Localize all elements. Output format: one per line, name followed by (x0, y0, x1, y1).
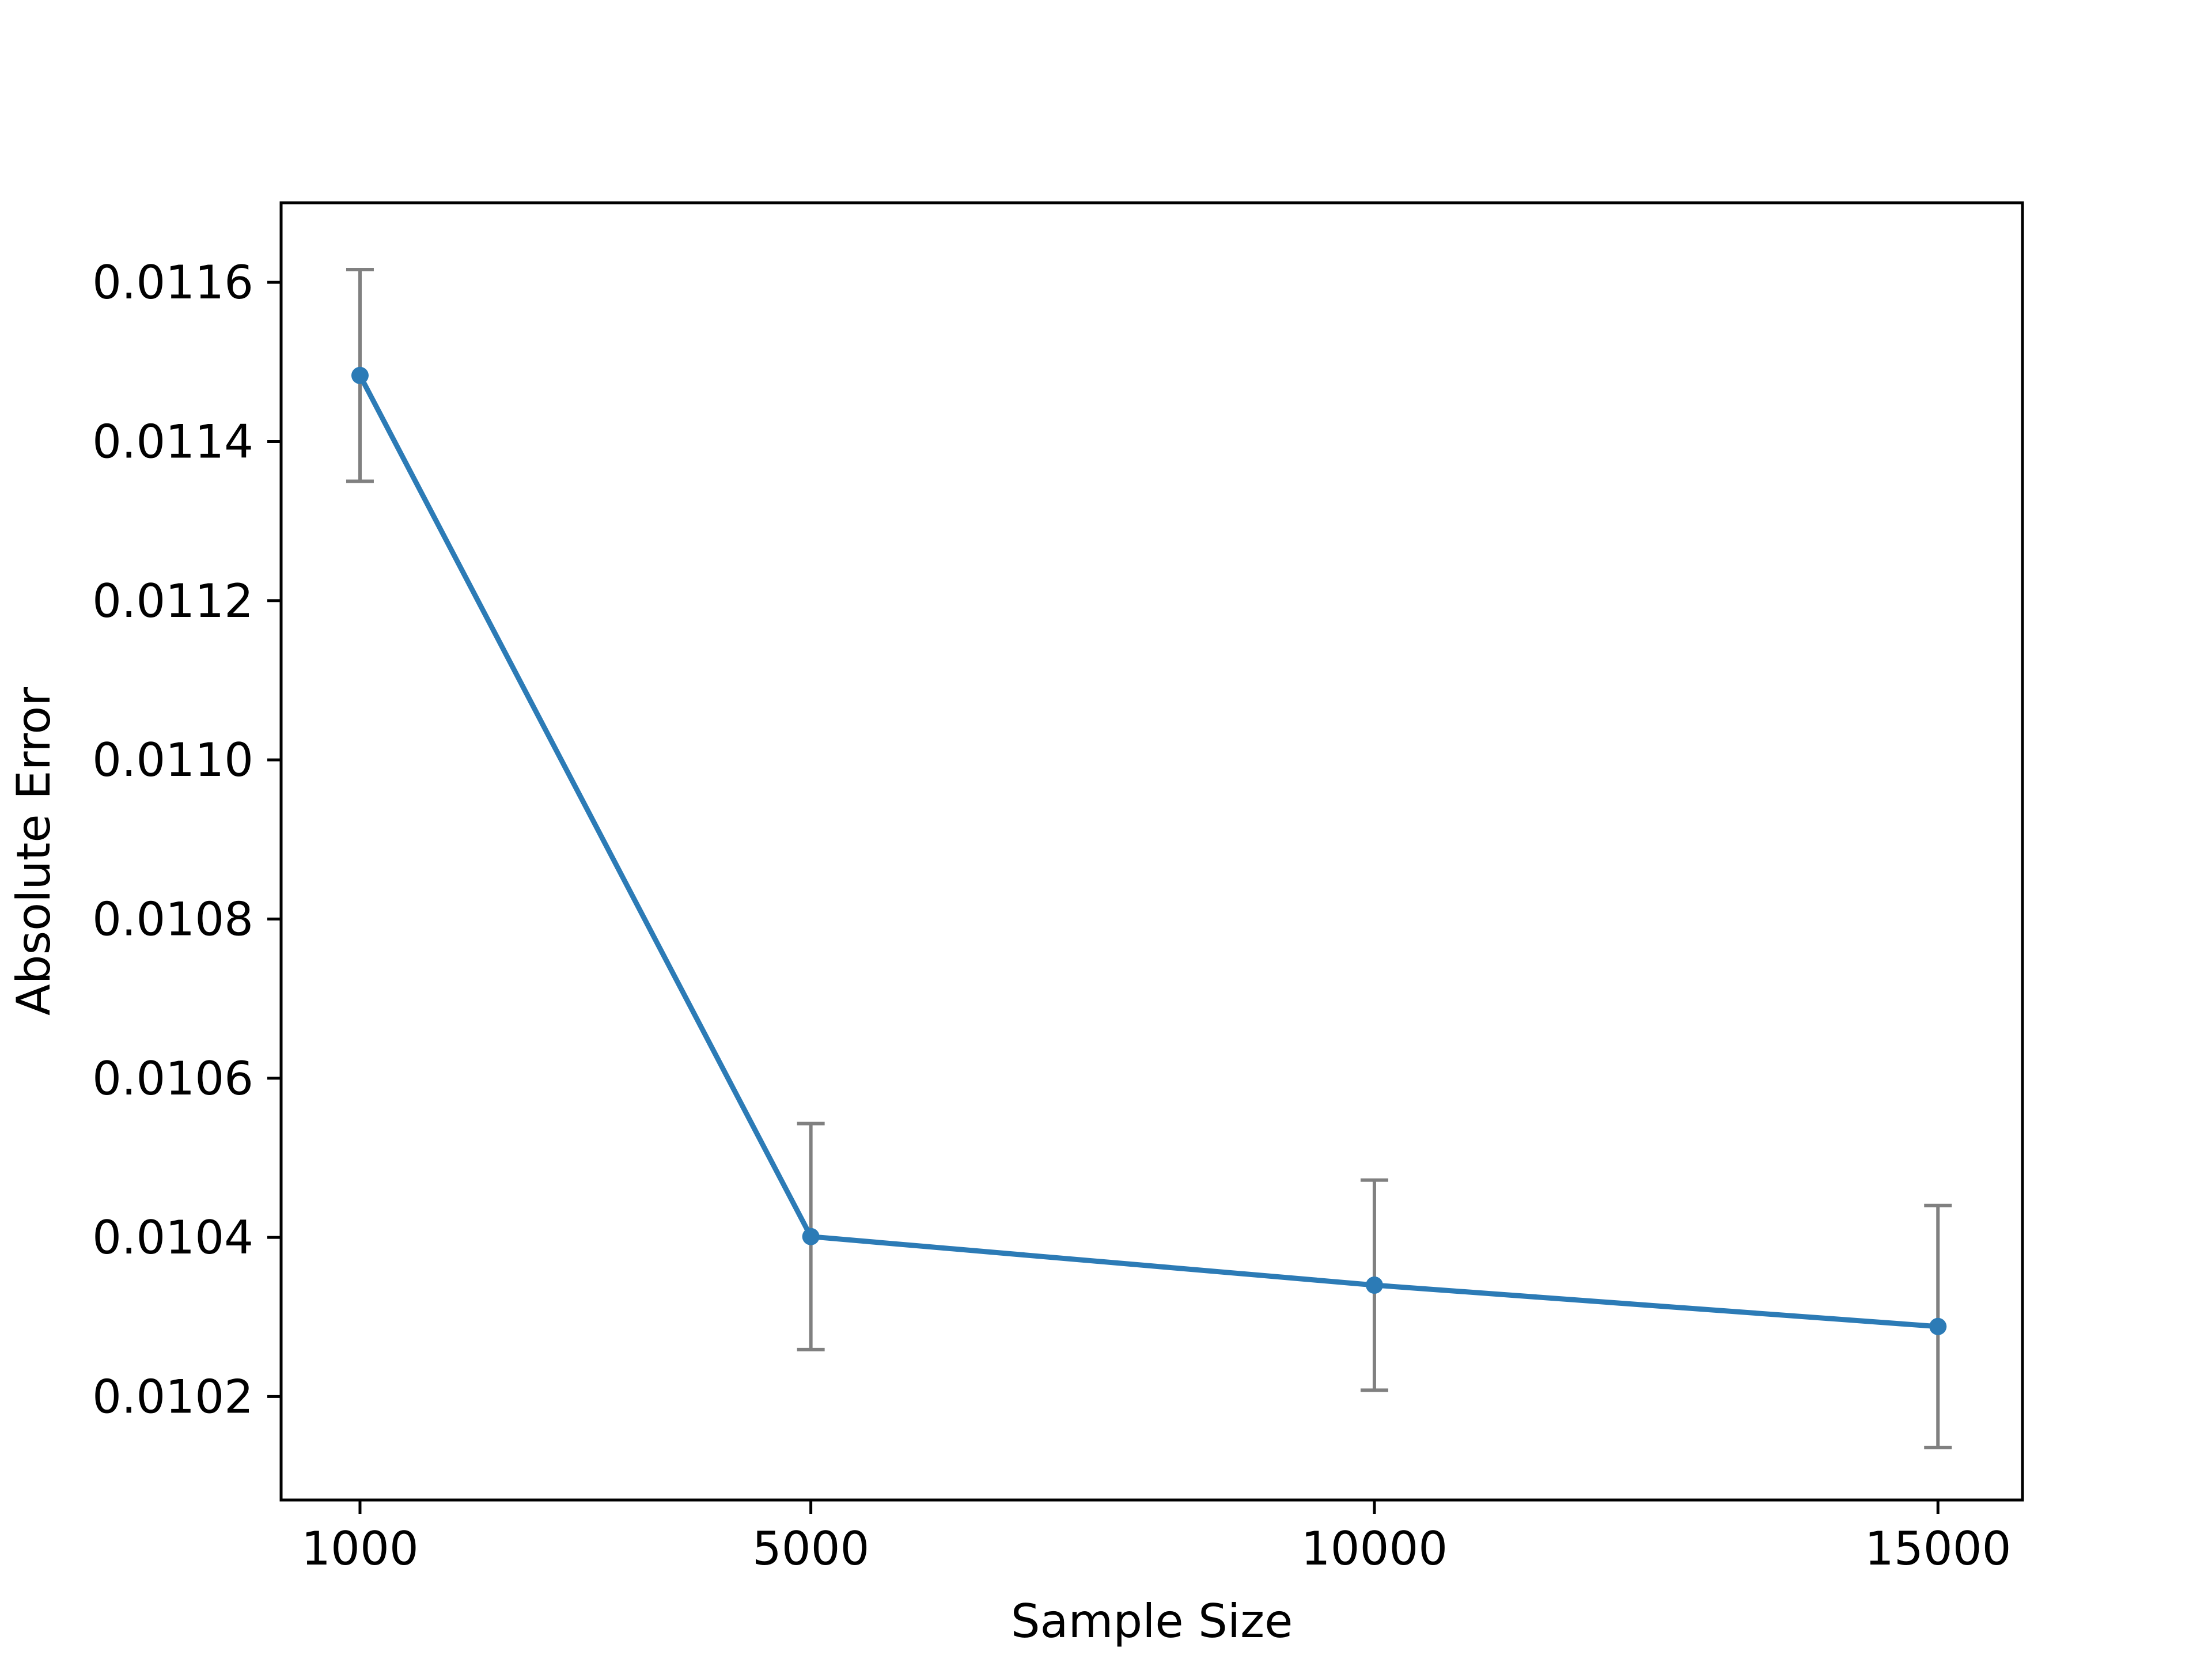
y-tick-label: 0.0110 (92, 733, 253, 787)
y-tick-label: 0.0102 (92, 1370, 253, 1423)
data-point (1365, 1276, 1383, 1294)
x-tick-label: 10000 (1301, 1522, 1448, 1575)
plot-frame (279, 201, 2024, 1502)
data-point (351, 366, 369, 384)
data-point (802, 1228, 820, 1245)
y-tick-label: 0.0116 (92, 256, 253, 309)
y-tick-label: 0.0106 (92, 1052, 253, 1105)
y-tick-label: 0.0114 (92, 415, 253, 468)
line-layer (357, 373, 1941, 1330)
y-axis-label: Absolute Error (7, 687, 60, 1016)
x-axis-label: Sample Size (1011, 1594, 1293, 1648)
y-tick-label: 0.0112 (92, 574, 253, 628)
y-tick-label: 0.0108 (92, 892, 253, 946)
x-tick-label: 5000 (752, 1522, 870, 1575)
x-tick-label: 15000 (1865, 1522, 2012, 1575)
data-point (1929, 1317, 1947, 1335)
x-tick-label: 1000 (301, 1522, 419, 1575)
y-tick-label: 0.0104 (92, 1211, 253, 1264)
axes-layer: 1000 5000 10000 15000 0.0102 0.0104 0.0106 0.01… (92, 201, 2024, 1575)
points-layer (351, 366, 1947, 1335)
series-line (357, 373, 1941, 1330)
